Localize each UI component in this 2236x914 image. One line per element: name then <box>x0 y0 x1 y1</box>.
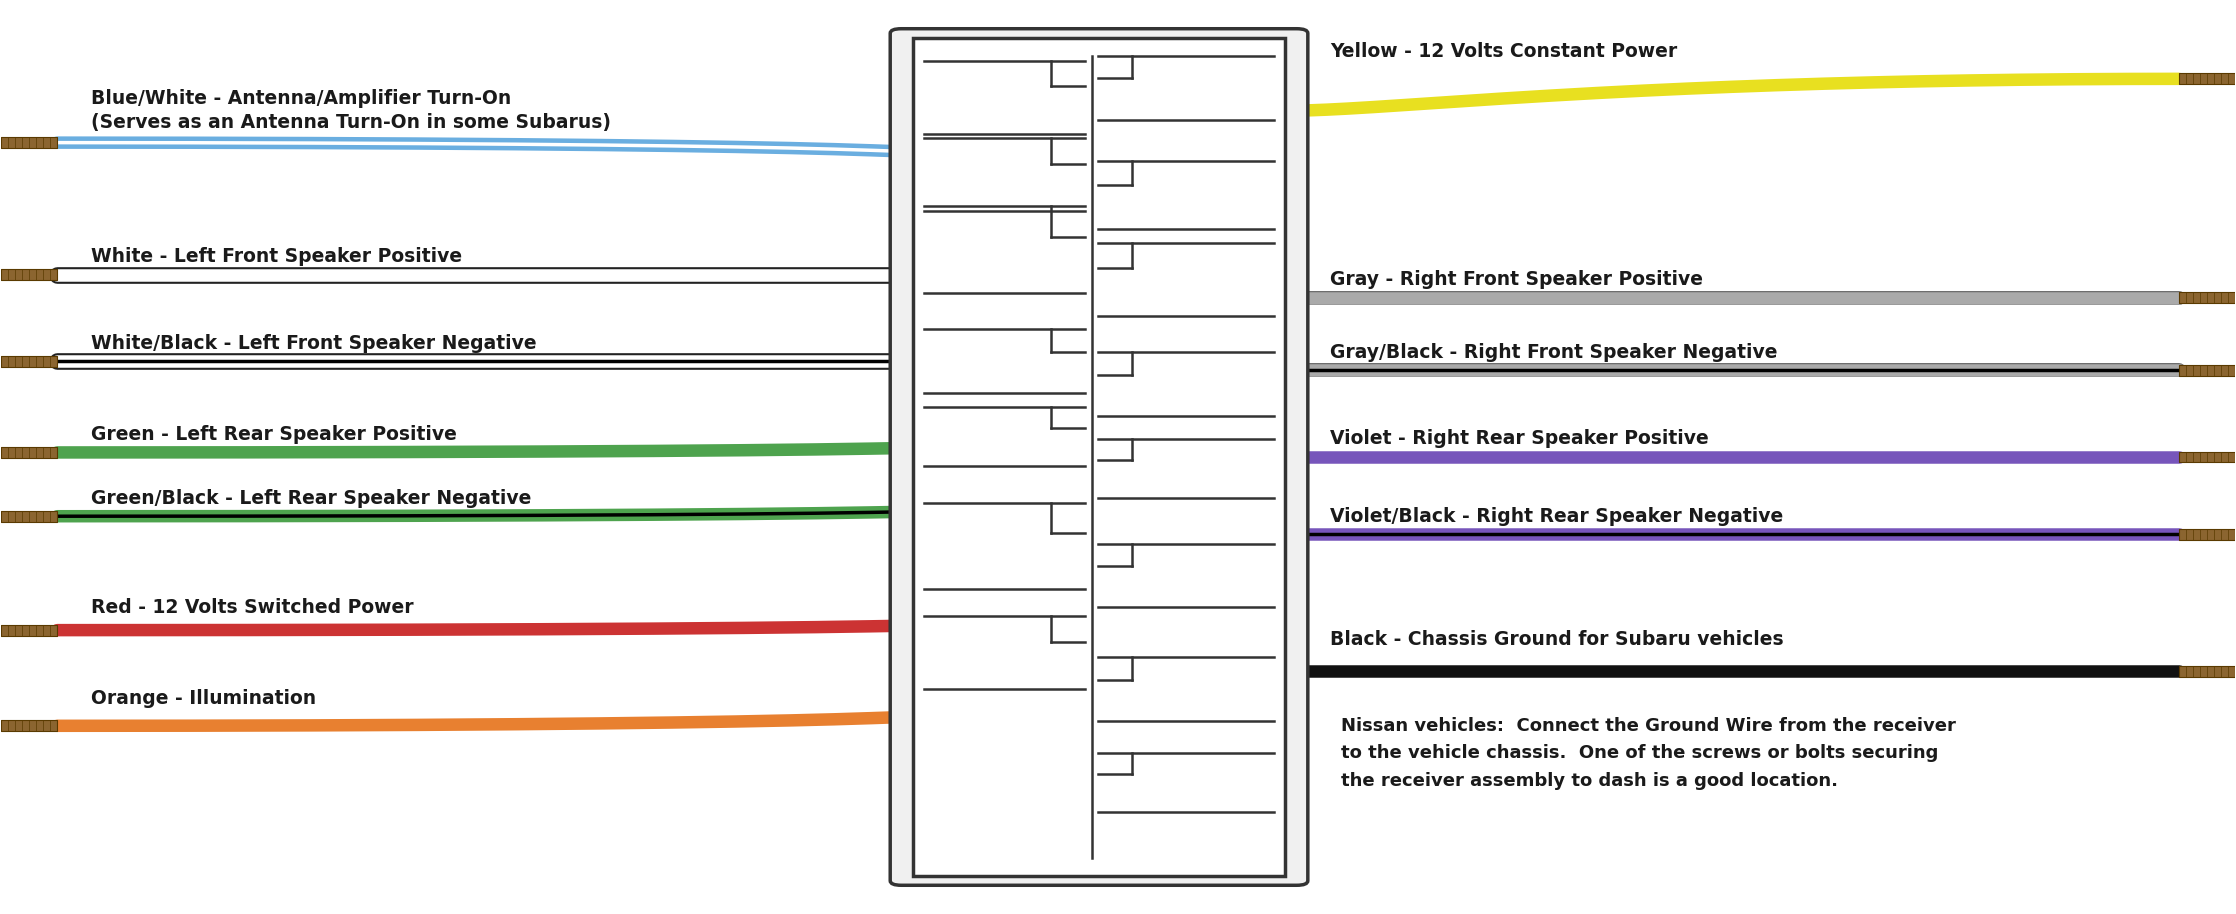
Bar <box>2 447 58 458</box>
Bar <box>2 511 58 522</box>
Text: Green/Black - Left Rear Speaker Negative: Green/Black - Left Rear Speaker Negative <box>92 488 532 507</box>
Text: Violet/Black - Right Rear Speaker Negative: Violet/Black - Right Rear Speaker Negati… <box>1330 506 1784 526</box>
Bar <box>912 37 1286 877</box>
Bar <box>2178 665 2234 676</box>
FancyBboxPatch shape <box>890 28 1308 886</box>
Text: Gray/Black - Right Front Speaker Negative: Gray/Black - Right Front Speaker Negativ… <box>1330 343 1778 362</box>
Bar <box>2178 73 2234 84</box>
Text: White - Left Front Speaker Positive: White - Left Front Speaker Positive <box>92 247 463 266</box>
Text: Violet - Right Rear Speaker Positive: Violet - Right Rear Speaker Positive <box>1330 430 1708 448</box>
Text: White/Black - Left Front Speaker Negative: White/Black - Left Front Speaker Negativ… <box>92 334 537 353</box>
Text: Gray - Right Front Speaker Positive: Gray - Right Front Speaker Positive <box>1330 270 1704 289</box>
Bar <box>2178 529 2234 540</box>
Bar <box>2178 452 2234 462</box>
Bar <box>2 624 58 635</box>
Text: Yellow - 12 Volts Constant Power: Yellow - 12 Volts Constant Power <box>1330 42 1677 61</box>
Text: Black - Chassis Ground for Subaru vehicles: Black - Chassis Ground for Subaru vehicl… <box>1330 630 1784 649</box>
Text: Nissan vehicles:  Connect the Ground Wire from the receiver
to the vehicle chass: Nissan vehicles: Connect the Ground Wire… <box>1342 717 1956 791</box>
Bar <box>2178 365 2234 376</box>
Bar <box>912 37 1286 877</box>
Bar <box>2 356 58 367</box>
Bar <box>2 720 58 731</box>
Text: Orange - Illumination: Orange - Illumination <box>92 689 315 708</box>
Bar <box>2 137 58 148</box>
Bar <box>2178 292 2234 303</box>
Text: Green - Left Rear Speaker Positive: Green - Left Rear Speaker Positive <box>92 425 456 443</box>
Text: Red - 12 Volts Switched Power: Red - 12 Volts Switched Power <box>92 598 414 617</box>
Bar <box>2 270 58 281</box>
Text: Blue/White - Antenna/Amplifier Turn-On
(Serves as an Antenna Turn-On in some Sub: Blue/White - Antenna/Amplifier Turn-On (… <box>92 90 610 132</box>
